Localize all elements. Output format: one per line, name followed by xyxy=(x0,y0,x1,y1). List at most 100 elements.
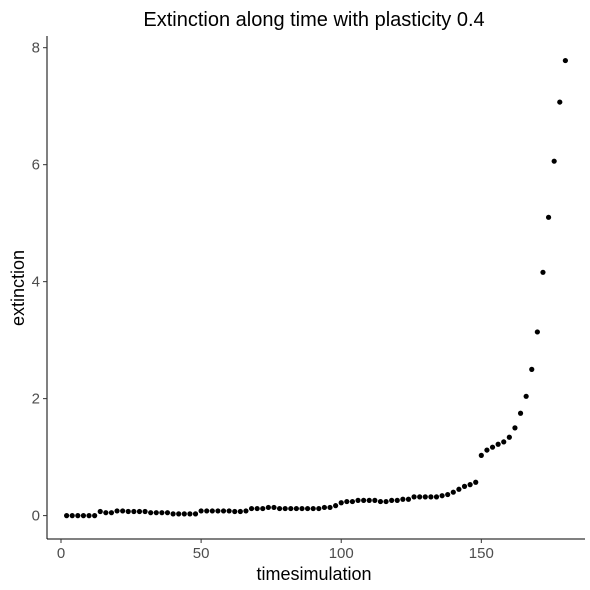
data-point xyxy=(400,496,406,502)
data-point xyxy=(534,329,540,335)
data-point xyxy=(506,434,512,440)
data-point xyxy=(422,494,428,500)
data-point xyxy=(489,444,496,450)
data-point xyxy=(310,505,316,512)
data-point xyxy=(495,441,501,447)
data-point xyxy=(411,494,417,500)
data-point xyxy=(456,486,462,492)
data-point xyxy=(304,505,311,512)
data-point xyxy=(377,498,384,505)
data-point xyxy=(153,510,159,516)
data-point xyxy=(220,508,227,514)
chart-title: Extinction along time with plasticity 0.… xyxy=(143,9,484,31)
data-point xyxy=(321,504,328,511)
data-point xyxy=(439,493,445,499)
data-point xyxy=(204,508,210,514)
data-point xyxy=(349,498,356,505)
data-point xyxy=(461,483,468,489)
data-point xyxy=(164,510,171,516)
data-point xyxy=(86,513,92,519)
ticks: 0 50 100 150 0 2 4 6 8 xyxy=(32,40,494,562)
data-point xyxy=(428,494,434,500)
data-point xyxy=(557,99,563,105)
data-point xyxy=(215,508,221,514)
data-point xyxy=(361,497,367,503)
data-point xyxy=(142,508,148,515)
x-tick-label: 0 xyxy=(57,545,65,562)
data-point xyxy=(198,508,204,514)
data-point xyxy=(394,497,400,503)
data-point xyxy=(170,511,176,517)
data-point xyxy=(445,491,451,498)
data-point xyxy=(80,513,87,519)
y-tick-label: 2 xyxy=(32,391,40,408)
x-tick-label: 150 xyxy=(469,545,494,562)
x-tick-label: 100 xyxy=(329,545,354,562)
data-point xyxy=(114,508,120,514)
data-point xyxy=(389,497,395,503)
data-point xyxy=(551,158,557,164)
data-point xyxy=(103,510,109,516)
data-point xyxy=(433,494,440,500)
data-point xyxy=(243,508,249,514)
data-point xyxy=(75,513,81,519)
data-point xyxy=(69,513,75,519)
data-point xyxy=(478,452,484,458)
y-axis-label: extinction xyxy=(8,250,28,326)
data-point xyxy=(333,503,339,509)
y-tick-label: 6 xyxy=(32,157,40,174)
data-point xyxy=(97,508,103,515)
data-point xyxy=(517,410,524,416)
data-point xyxy=(192,511,199,517)
data-point xyxy=(473,479,479,485)
data-point xyxy=(316,505,322,512)
axes xyxy=(46,36,585,540)
data-point xyxy=(299,505,305,512)
data-point xyxy=(288,505,294,512)
data-point xyxy=(276,505,283,512)
data-point xyxy=(366,497,372,503)
data-point xyxy=(327,504,333,511)
data-point xyxy=(562,57,568,64)
data-point xyxy=(181,511,187,517)
data-point xyxy=(271,504,277,511)
data-point xyxy=(148,510,154,516)
data-point xyxy=(125,508,131,515)
data-point xyxy=(484,447,490,453)
data-point xyxy=(260,505,266,512)
data-point xyxy=(467,482,473,488)
data-point xyxy=(92,513,98,519)
data-point xyxy=(131,508,137,515)
data-point xyxy=(355,497,361,503)
data-point xyxy=(523,393,529,399)
data-point xyxy=(512,425,518,431)
data-point xyxy=(383,498,389,505)
data-point xyxy=(108,510,115,516)
data-point xyxy=(232,508,238,515)
data-point xyxy=(540,269,546,275)
data-point xyxy=(450,489,456,495)
x-tick-label: 50 xyxy=(193,545,210,562)
data-point xyxy=(417,494,423,500)
y-tick-label: 0 xyxy=(32,508,40,525)
y-tick-label: 4 xyxy=(32,274,40,291)
data-point xyxy=(529,366,535,372)
data-point xyxy=(501,439,507,445)
data-point xyxy=(209,508,215,514)
data-point xyxy=(136,508,143,515)
data-point xyxy=(120,508,126,514)
data-point xyxy=(338,500,344,506)
data-point xyxy=(545,214,552,220)
data-point xyxy=(254,505,260,512)
data-point xyxy=(176,511,182,517)
data-point xyxy=(159,510,165,516)
x-axis-label: timesimulation xyxy=(256,564,371,584)
data-point xyxy=(237,508,243,515)
data-point xyxy=(226,508,232,514)
data-point xyxy=(372,497,378,503)
data-point xyxy=(265,504,271,511)
data-point xyxy=(344,498,350,505)
data-point xyxy=(282,505,288,512)
data-point xyxy=(405,496,412,502)
